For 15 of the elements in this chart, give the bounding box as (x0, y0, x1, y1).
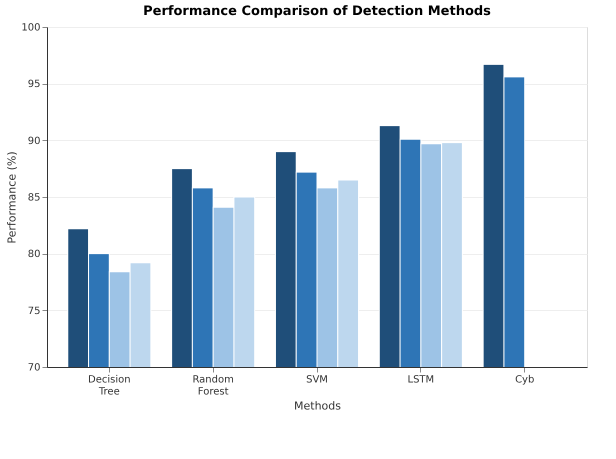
y-tick-label: 100 (21, 22, 40, 34)
y-tick-label: 75 (28, 306, 40, 317)
y-tick-label: 70 (28, 362, 40, 374)
x-axis-title: Methods (294, 400, 342, 412)
chart-title: Performance Comparison of Detection Methods (143, 4, 492, 19)
y-axis-title: Performance (%) (5, 151, 18, 244)
y-tick-label: 95 (28, 79, 40, 90)
x-tick-label: Decision Tree (88, 374, 131, 398)
y-tick-label: 80 (28, 249, 40, 260)
x-tick-label: SVM (306, 374, 328, 386)
y-tick-label: 90 (28, 136, 40, 147)
x-tick-label: LSTM (408, 374, 434, 386)
x-tick-label: Cyb (515, 374, 534, 386)
x-tick-label: Random Forest (192, 374, 234, 398)
y-tick-label: 85 (28, 192, 40, 204)
